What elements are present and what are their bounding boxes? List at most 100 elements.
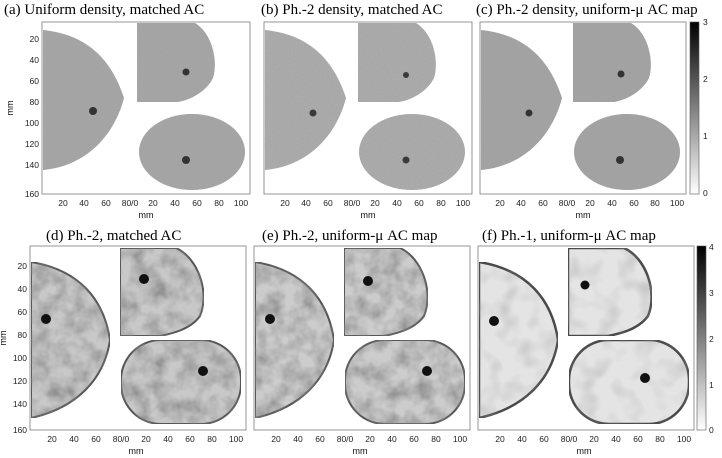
x-tick: 20 [58, 198, 68, 208]
x-tick: 100 [677, 434, 691, 444]
panel-f-mlo-view [567, 338, 691, 426]
x-tick: 20 [589, 434, 599, 444]
panel-f-title: (f) Ph.-1, uniform-μ AC map [482, 228, 656, 244]
panel-b-lateral-view [265, 30, 346, 170]
top-colorbar-tick: 3 [703, 17, 708, 27]
y-tick: 20 [30, 34, 40, 44]
x-axis-label: mm [353, 446, 368, 456]
x-tick: 40 [69, 434, 79, 444]
bottom-colorbar-tick: 4 [709, 242, 714, 252]
panel-a-lesion-cc [182, 68, 190, 76]
top-y-axis: 20 40 60 80 100 120 140 160 mm [5, 34, 39, 199]
x-tick: 40 [79, 198, 89, 208]
x-tick: 40 [517, 434, 527, 444]
panel-c: (c) Ph.-2 density, uniform-μ AC map [476, 2, 698, 195]
panel-a-mlo-view [139, 114, 245, 190]
panel-b-lesion-cc [403, 72, 409, 78]
panel-a-cc-view [137, 23, 215, 102]
panel-b-title: (b) Ph.-2 density, matched AC [261, 2, 443, 18]
y-tick: 140 [25, 160, 39, 170]
x-axis-label: mm [139, 210, 154, 220]
bottom-colorbar-tick: 3 [709, 288, 714, 298]
x-tick: 40 [607, 198, 617, 208]
panel-d-lateral-view [30, 260, 112, 420]
x-tick: 60 [185, 434, 195, 444]
x-axis-label: mm [361, 210, 376, 220]
x-tick: 40 [293, 434, 303, 444]
y-tick: 160 [25, 189, 39, 199]
x-tick: 40 [516, 198, 526, 208]
top-colorbar-gradient [689, 21, 700, 195]
panel-e-lateral-view [254, 260, 336, 420]
panel-c-title: (c) Ph.-2 density, uniform-μ AC map [476, 2, 698, 18]
x-tick: 100 [453, 434, 467, 444]
x-tick: 20 [495, 434, 505, 444]
panel-e: (e) Ph.-2, uniform-μ AC map [253, 228, 471, 431]
top-colorbar-tick: 0 [703, 188, 708, 198]
panel-f-lesion-mlo [640, 373, 650, 383]
panel-c-cc-view [573, 23, 651, 102]
x-axis-label: mm [129, 446, 144, 456]
x-tick: 40 [163, 434, 173, 444]
y-tick: 80 [30, 97, 40, 107]
x-tick: 80/0 [344, 198, 361, 208]
x-tick: 80/0 [561, 434, 578, 444]
panel-a-title: (a) Uniform density, matched AC [4, 2, 204, 18]
x-axis-panel-e: 20 40 60 80/0 20 40 60 80 100 mm [271, 434, 467, 456]
panel-f-lateral-view [477, 260, 560, 420]
y-tick: 20 [18, 261, 28, 271]
panel-d-mlo-view [120, 339, 242, 425]
panel-c-lesion-cc [617, 70, 625, 78]
x-tick: 60 [538, 198, 548, 208]
x-tick: 20 [585, 198, 595, 208]
x-axis-label: mm [577, 446, 592, 456]
y-tick: 100 [13, 353, 27, 363]
bottom-y-axis: 20 40 60 80 100 120 140 160 mm [0, 261, 27, 435]
x-tick: 20 [365, 434, 375, 444]
x-tick: 40 [301, 198, 311, 208]
x-tick: 20 [495, 198, 505, 208]
x-axis-panel-a: 20 40 60 80/0 20 40 60 80 100 mm [58, 198, 248, 220]
x-tick: 80 [207, 434, 217, 444]
panel-f-lesion [489, 316, 499, 326]
panel-c-frame [479, 21, 687, 195]
x-axis-label: mm [576, 210, 591, 220]
panel-c-lateral-view [481, 30, 562, 170]
x-tick: 20 [47, 434, 57, 444]
x-tick: 20 [280, 198, 290, 208]
x-tick: 60 [101, 198, 111, 208]
x-tick: 60 [192, 198, 202, 208]
x-tick: 80/0 [337, 434, 354, 444]
x-tick: 60 [633, 434, 643, 444]
x-tick: 60 [409, 434, 419, 444]
panel-d-lesion-mlo [198, 366, 208, 376]
x-tick: 40 [170, 198, 180, 208]
x-tick: 20 [141, 434, 151, 444]
panel-e-lesion-cc [363, 276, 373, 286]
x-tick: 40 [392, 198, 402, 208]
y-axis-label: mm [5, 101, 15, 116]
x-axis-panel-d: 20 40 60 80/0 20 40 60 80 100 mm [47, 434, 243, 456]
top-x-axes: 20 40 60 80/0 20 40 60 80 100 mm 20 40 6… [58, 198, 684, 220]
x-tick: 80 [214, 198, 224, 208]
x-tick: 80 [431, 434, 441, 444]
panel-b-frame [263, 21, 473, 195]
x-axis-panel-c: 20 40 60 80/0 20 40 60 80 100 mm [495, 198, 684, 220]
panel-b-lesion [309, 109, 317, 117]
x-tick: 100 [234, 198, 248, 208]
panel-f: (f) Ph.-1, uniform-μ AC map [477, 228, 695, 431]
y-tick: 120 [25, 139, 39, 149]
panel-b-mlo-view [359, 114, 465, 190]
x-tick: 60 [323, 198, 333, 208]
panel-b-cc-view [358, 23, 436, 102]
panel-a-lesion-mlo [182, 156, 190, 164]
y-tick: 40 [18, 284, 28, 294]
y-tick: 60 [18, 307, 28, 317]
x-tick: 80 [436, 198, 446, 208]
y-tick: 140 [13, 399, 27, 409]
x-tick: 100 [670, 198, 684, 208]
x-tick: 80/0 [559, 198, 576, 208]
panel-b-lesion-mlo [402, 156, 410, 164]
panel-e-lesion-mlo [422, 366, 432, 376]
